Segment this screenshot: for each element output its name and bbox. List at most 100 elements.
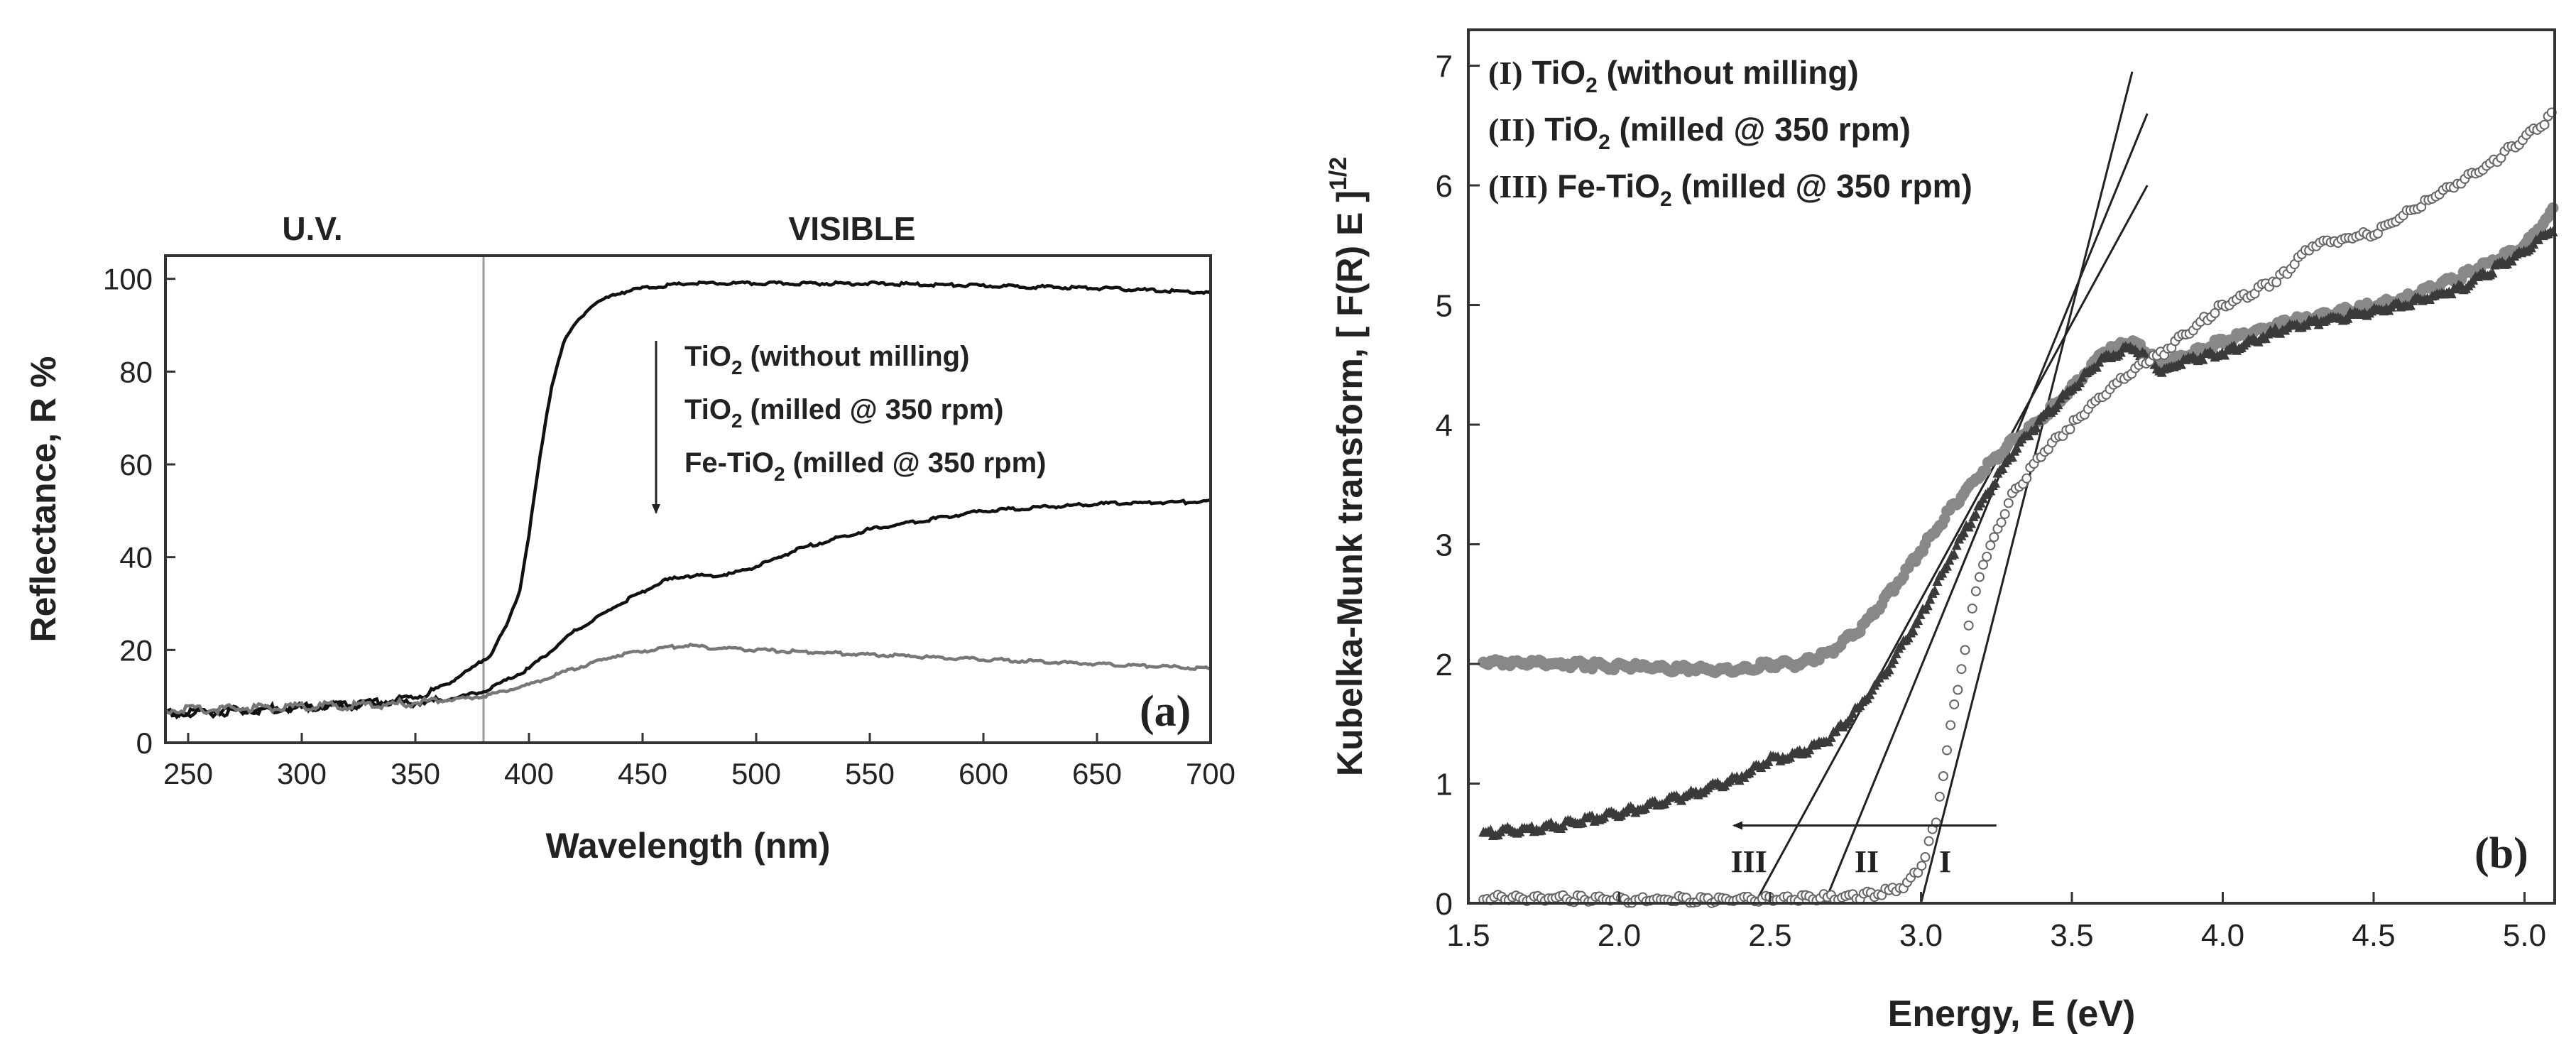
panel-a-label: (a): [1140, 687, 1191, 736]
data-point: [1825, 731, 1836, 742]
data-point: [1949, 548, 1960, 559]
legend-b-item-2: (II) TiO2 (milled @ 350 rpm): [1488, 111, 1911, 154]
y-tick-label: 2: [1436, 648, 1453, 682]
data-point: [1970, 508, 1981, 519]
x-tick-label: 2.5: [1748, 918, 1791, 953]
data-point: [1996, 517, 2007, 528]
x-tick-label: 500: [731, 757, 781, 790]
y-tick-label: 20: [119, 633, 153, 667]
data-point: [1974, 572, 1985, 582]
y-tick-label: 4: [1436, 408, 1453, 443]
y-tick-label: 0: [1436, 887, 1453, 922]
data-point: [1908, 625, 1919, 636]
data-point: [1982, 551, 1992, 562]
data-point: [1970, 586, 1981, 596]
data-point: [1920, 851, 1931, 862]
x-tick-label: 300: [277, 757, 327, 790]
y-tick-label: 60: [119, 448, 153, 481]
km-series-tio2-milled: [1478, 226, 2558, 840]
data-point: [1942, 560, 1953, 571]
data-point: [1891, 648, 1901, 658]
data-point: [1967, 603, 1977, 614]
data-point: [1956, 664, 1967, 675]
data-point: [2075, 377, 2085, 388]
data-point: [1989, 532, 1999, 543]
legend-b-item-3: (III) Fe-TiO2 (milled @ 350 rpm): [1488, 168, 1972, 211]
data-point: [1884, 664, 1894, 675]
x-tick-label: 3.0: [1899, 918, 1943, 953]
x-tick-label: 600: [959, 757, 1008, 790]
data-point: [2198, 354, 2208, 364]
reflectance-line-tio2-unmilled: [165, 280, 1211, 720]
x-tick-label: 4.0: [2201, 918, 2244, 953]
data-point: [2342, 312, 2353, 323]
data-point: [1942, 745, 1953, 756]
data-point: [1932, 575, 1943, 586]
x-tick-label: 2.0: [1598, 918, 1641, 953]
fit-line-i: [1920, 71, 2134, 904]
reflectance-series-group: [164, 280, 1211, 720]
panel-a-reflectance-chart: U.V. VISIBLE 250 300 350 400 450 500 550 600 650…: [23, 210, 1235, 866]
x-tick-label: 450: [618, 757, 667, 790]
data-point: [1951, 540, 1962, 550]
data-point: [1923, 836, 1934, 846]
data-point: [1960, 645, 1970, 655]
data-point: [1978, 560, 1989, 570]
fit-label-ii: II: [1855, 844, 1879, 879]
y-tick-label: 100: [103, 263, 153, 296]
data-point: [1945, 720, 1956, 731]
data-point: [1913, 615, 1923, 626]
data-point: [1848, 708, 1858, 719]
data-point: [1930, 584, 1941, 595]
panel-b-y-axis-label: Kubelka-Munk transform, [ F(R) E ]1/2: [1325, 157, 1370, 776]
x-tick-label: 4.5: [2352, 918, 2395, 953]
fit-line-iii: [1754, 185, 2149, 904]
y-tick-label: 40: [119, 541, 153, 574]
kubelka-munk-series-group: [1478, 107, 2559, 908]
data-point: [1934, 791, 1945, 802]
fit-label-iii: III: [1731, 844, 1767, 879]
data-point: [1953, 685, 1963, 695]
panel-a-y-axis-label: Reflectance, R %: [23, 356, 63, 643]
data-point: [2091, 361, 2102, 372]
data-point: [2065, 424, 2075, 435]
data-point: [1925, 594, 1936, 604]
x-tick-label: 550: [845, 757, 895, 790]
data-point: [2021, 473, 2032, 484]
data-point: [1985, 485, 1996, 496]
y-tick-label: 1: [1436, 768, 1453, 802]
data-point: [1990, 477, 2001, 488]
y-tick-label: 0: [136, 726, 153, 760]
legend-a-item-1: TiO2 (without milling): [684, 341, 969, 378]
data-point: [2003, 498, 2014, 508]
data-point: [2547, 202, 2559, 214]
x-tick-label: 1.5: [1446, 918, 1490, 953]
reflectance-axes-ticks: 250 300 350 400 450 500 550 600 650 700 0 20 40 60 80 1…: [103, 263, 1235, 790]
legend-b-item-1: (I) TiO2 (without milling): [1488, 54, 1859, 97]
data-point: [2271, 277, 2282, 288]
kubelka-munk-axes-ticks: 1.5 2.0 2.5 3.0 3.5 4.0 4.5 5.0 0 1 2 3 4 5 6 7: [1436, 50, 2547, 953]
data-point: [2007, 451, 2017, 462]
panel-b-plot-frame: [1467, 28, 2556, 905]
data-point: [1916, 861, 1927, 871]
data-point: [1966, 518, 1977, 528]
data-point: [1999, 508, 2010, 519]
data-point: [2539, 119, 2550, 130]
data-point: [1889, 654, 1899, 665]
data-point: [2031, 423, 2041, 433]
fit-label-i: I: [1939, 844, 1951, 879]
visible-region-label: VISIBLE: [789, 210, 916, 247]
data-point: [1985, 540, 1996, 551]
data-point: [1763, 756, 1774, 766]
x-tick-label: 250: [163, 757, 213, 790]
data-point: [1997, 463, 2008, 474]
linear-fit-lines-group: [1754, 71, 2149, 904]
x-tick-label: 700: [1186, 757, 1235, 790]
y-tick-label: 80: [119, 355, 153, 388]
fit-line-ii: [1823, 113, 2149, 904]
data-point: [1958, 527, 1969, 538]
km-series-tio2-unmilled: [1478, 107, 2557, 908]
data-point: [1922, 600, 1933, 611]
legend-a-item-2: TiO2 (milled @ 350 rpm): [684, 394, 1004, 432]
